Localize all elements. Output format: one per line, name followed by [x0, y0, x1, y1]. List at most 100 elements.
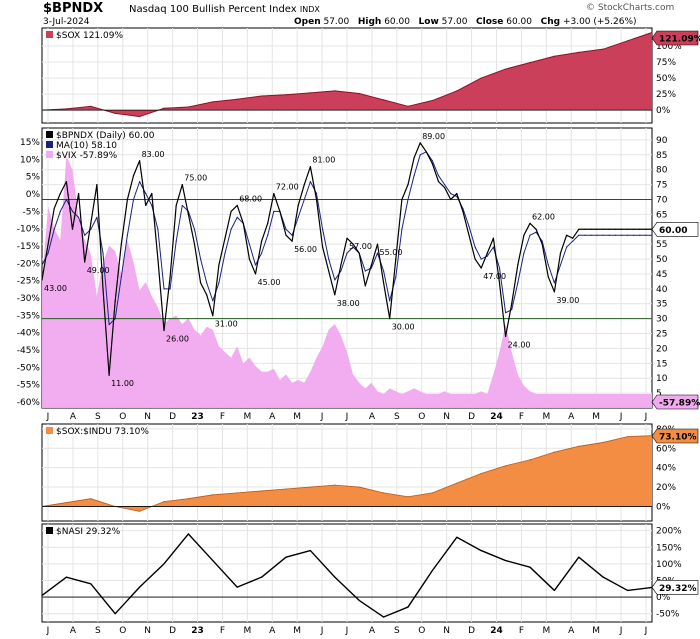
nasi-line-point [90, 583, 92, 585]
bpndx-line-point [334, 294, 336, 296]
nasi-line-point [309, 549, 311, 552]
ma10-line-point [389, 300, 391, 302]
bpndx-y-ticks: 90858075706560555045403530252015105 [656, 136, 668, 399]
bpndx-line-point [486, 252, 488, 254]
ma10-line-point [53, 228, 55, 230]
ma10-line-point [529, 234, 531, 236]
nasi-line-point [383, 616, 385, 618]
bpndx-annotation: 49.00 [87, 266, 110, 275]
bpndx-x-axis: J A S O N D 23 F M A M J J A S O N D 24 F M A M J J [46, 412, 648, 422]
bpndx-annotation: 24.00 [508, 341, 531, 350]
y-tick-label: 50% [656, 74, 676, 84]
nasi-line-point [163, 563, 165, 565]
bpndx-line-point [492, 237, 494, 239]
nasi-line-point [456, 536, 458, 538]
ma10-line-point [401, 228, 403, 230]
bpndx-line-point [480, 267, 482, 269]
nasi-line-path [41, 533, 653, 618]
bpndx-annotation: 30.00 [392, 323, 415, 332]
bpndx-line-point [322, 246, 324, 248]
ma10-line-point [261, 252, 263, 254]
bpndx-line-point [254, 273, 257, 275]
y-tick-label: 40% [656, 464, 676, 474]
ma10-line-point [315, 192, 318, 195]
bpndx-line-point [590, 228, 592, 230]
sox-line-point [383, 99, 385, 101]
nasi-line-point [602, 576, 604, 578]
bpndx-line-point [572, 237, 574, 239]
ratio-line-point [505, 465, 507, 467]
vix-last-value: -57.89% [651, 394, 700, 410]
ma10-line-point [175, 240, 177, 242]
x-tick-label: S [394, 626, 400, 636]
ratio-line-point [187, 498, 189, 500]
sox-line-point [553, 55, 556, 57]
ma10-line-point [163, 288, 165, 290]
ma10-line-point [206, 282, 208, 284]
sox-line-point [212, 101, 214, 103]
bpndx-annotation: 72.00 [276, 183, 299, 192]
close-label: Close [476, 17, 504, 27]
bpndx-annotation: 45.00 [258, 278, 281, 287]
y-tick-label: 10% [20, 155, 40, 165]
y-tick-label: -50% [17, 363, 41, 373]
bpndx-line-point [517, 264, 519, 266]
ma10-line-point [224, 252, 226, 254]
ma10-line-point [151, 204, 153, 207]
x-tick-label: N [144, 412, 151, 422]
x-tick-label: N [443, 626, 450, 636]
bpndx-annotation: 81.00 [312, 156, 335, 165]
sox-line-point [65, 108, 67, 110]
ma10-line-point [535, 231, 537, 233]
ma10-line-point [65, 198, 67, 201]
y-tick-label: -15% [17, 242, 41, 252]
bpndx-line-point [47, 243, 49, 245]
x-tick-label: J [345, 626, 349, 636]
bpndx-line-point [389, 318, 391, 320]
bpndx-annotation: 57.00 [349, 242, 372, 251]
bpndx-line-point [639, 228, 641, 230]
bpndx-line-point [59, 192, 61, 195]
bpndx-line-point [315, 198, 318, 201]
bpndx-annotation: 43.00 [44, 284, 67, 293]
bpndx-line-point [376, 243, 379, 245]
y-tick-label: 85 [656, 151, 667, 161]
ma10-line-point [596, 234, 598, 236]
x-tick-label: D [169, 626, 176, 636]
ma10-line-point [236, 216, 238, 218]
ratio-line-point [407, 496, 409, 498]
sox-last-value: 121.09% [651, 30, 700, 46]
legend-swatch [46, 151, 53, 158]
y-tick-label: 100% [656, 42, 682, 52]
y-tick-label: 10 [656, 374, 668, 384]
y-tick-label: -25% [17, 277, 41, 287]
x-tick-label: A [269, 626, 276, 636]
ma10-line-point [511, 309, 513, 311]
x-tick-label: A [568, 412, 575, 422]
bpndx-line-point [419, 142, 421, 144]
y-tick-label: 45 [656, 270, 667, 280]
ma10-line-point [309, 181, 311, 183]
ma10-line-point [602, 234, 604, 236]
nasi-x-axis: J A S O N D 23 F M A M J J A S O N D 24 F M A M J J [46, 626, 648, 636]
ma10-line-point [559, 264, 562, 266]
legend-label: $VIX -57.89% [56, 151, 118, 161]
bpndx-line-point [273, 192, 275, 195]
bpndx-line-point [444, 186, 446, 189]
bpndx-line-point [370, 264, 372, 266]
bpndx-line-point [364, 285, 366, 287]
y-tick-label: 15% [20, 138, 40, 148]
ma10-line-point [413, 175, 415, 177]
y-tick-label: 25 [656, 330, 667, 340]
ma10-line-point [169, 288, 171, 290]
x-tick-label: 24 [490, 412, 503, 422]
nasi-vgrid [47, 524, 647, 622]
ma10-line-point [444, 183, 446, 186]
x-tick-label: N [443, 412, 450, 422]
legend-swatch [46, 427, 53, 434]
nasi-line-point [187, 533, 189, 535]
bpndx-line-point [169, 276, 171, 278]
bpndx-line-point [285, 234, 287, 236]
low-label: Low [418, 17, 439, 27]
ma10-line-point [84, 234, 86, 236]
